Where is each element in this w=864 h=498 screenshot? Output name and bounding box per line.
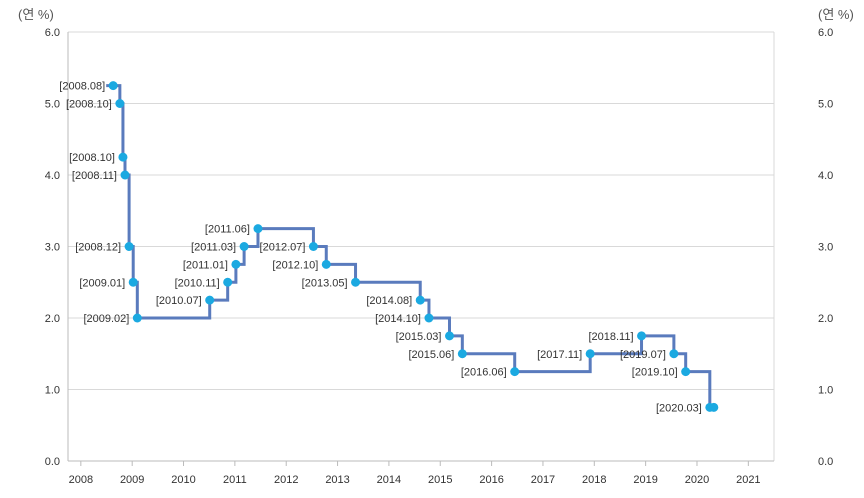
y-tick-label-left: 5.0 [45, 99, 60, 111]
x-tick-label: 2009 [120, 474, 144, 486]
x-tick-label: 2017 [531, 474, 555, 486]
y-axis-right-unit: (연 %) [818, 7, 854, 22]
x-tick-label: 2014 [377, 474, 401, 486]
data-label: [2012.10] [272, 259, 318, 271]
data-label: [2019.07] [620, 349, 666, 361]
data-point[interactable] [669, 349, 679, 359]
data-label: [2014.08] [366, 295, 412, 307]
series-rate [106, 81, 719, 412]
y-tick-label-right: 6.0 [818, 27, 833, 39]
data-point[interactable] [115, 99, 125, 108]
x-tick-label: 2008 [69, 474, 93, 486]
data-point[interactable] [120, 170, 130, 180]
x-axis-ticks: 2008 2009 2010 2011 2012 2013 2014 2015 2016 2017… [69, 461, 761, 486]
data-label: [2010.07] [156, 295, 202, 307]
y-tick-label-right: 0.0 [818, 456, 833, 468]
y-axis-right-ticks: 0.0 1.0 2.0 3.0 4.0 5.0 6.0 [818, 27, 833, 468]
y-tick-label-left: 6.0 [45, 27, 60, 39]
data-label: [2017.11] [537, 349, 582, 361]
data-point[interactable] [351, 277, 361, 287]
data-label: [2019.10] [632, 367, 678, 379]
x-tick-label: 2010 [171, 474, 195, 486]
y-axis-left-unit: (연 %) [18, 7, 54, 22]
y-tick-label-left: 1.0 [45, 385, 60, 397]
data-label: [2013.05] [302, 277, 348, 289]
data-point[interactable] [510, 367, 520, 377]
data-point[interactable] [118, 152, 128, 162]
y-tick-label-right: 4.0 [818, 170, 833, 182]
data-point[interactable] [253, 224, 263, 234]
grid-lines [68, 31, 774, 462]
data-label: [2011.03] [191, 242, 236, 254]
x-tick-label: 2012 [274, 474, 298, 486]
data-label: [2015.06] [408, 349, 454, 361]
x-tick-label: 2016 [479, 474, 503, 486]
data-label: [2011.01] [183, 259, 228, 271]
data-point[interactable] [308, 242, 318, 251]
data-point[interactable] [444, 331, 454, 341]
y-tick-label-left: 0.0 [45, 456, 60, 468]
data-point[interactable] [223, 277, 233, 287]
data-point[interactable] [637, 331, 647, 341]
data-point[interactable] [457, 349, 467, 359]
x-tick-label: 2015 [428, 474, 452, 486]
data-label: [2014.10] [375, 313, 421, 325]
axes [67, 32, 775, 462]
data-point[interactable] [321, 259, 331, 269]
data-label: [2009.02] [83, 313, 129, 325]
data-point[interactable] [128, 277, 138, 287]
y-axis-left-ticks: 0.0 1.0 2.0 3.0 4.0 5.0 6.0 [45, 27, 60, 468]
y-tick-label-left: 4.0 [45, 170, 60, 182]
x-tick-label: 2013 [325, 474, 349, 486]
data-label: [2016.06] [461, 367, 507, 379]
data-point[interactable] [108, 81, 118, 91]
x-tick-label: 2021 [736, 474, 760, 486]
data-point[interactable] [585, 349, 595, 359]
data-point[interactable] [124, 242, 134, 251]
y-tick-label-right: 1.0 [818, 385, 833, 397]
data-label: [2011.06] [205, 224, 250, 236]
data-point[interactable] [239, 242, 249, 251]
y-tick-label-right: 3.0 [818, 242, 833, 254]
data-label: [2008.11] [72, 170, 117, 182]
data-label: [2008.10] [66, 99, 112, 111]
data-point-end [709, 402, 719, 412]
data-label: [2015.03] [396, 331, 442, 343]
data-label: [2009.01] [79, 277, 125, 289]
x-tick-label: 2011 [223, 474, 247, 486]
data-label: [2008.12] [75, 242, 121, 254]
data-label: [2008.08] [59, 81, 105, 93]
data-point[interactable] [681, 367, 691, 377]
data-label: [2008.10] [69, 152, 115, 164]
data-point[interactable] [132, 313, 142, 323]
data-labels: [2008.08] [2008.10] [2008.10] [2008.11] [200… [59, 81, 702, 415]
data-label: [2010.11] [175, 277, 220, 289]
y-tick-label-right: 5.0 [818, 99, 833, 111]
data-point[interactable] [231, 259, 241, 269]
data-point[interactable] [424, 313, 434, 323]
y-tick-label-left: 3.0 [45, 242, 60, 254]
data-label: [2020.03] [656, 402, 702, 414]
data-point[interactable] [415, 295, 425, 305]
x-tick-label: 2018 [582, 474, 606, 486]
data-label: [2012.07] [260, 242, 306, 254]
x-tick-label: 2020 [685, 474, 709, 486]
x-tick-label: 2019 [633, 474, 657, 486]
data-point[interactable] [205, 295, 215, 305]
data-label: [2018.11] [588, 331, 633, 343]
y-tick-label-right: 2.0 [818, 313, 833, 325]
y-tick-label-left: 2.0 [45, 313, 60, 325]
